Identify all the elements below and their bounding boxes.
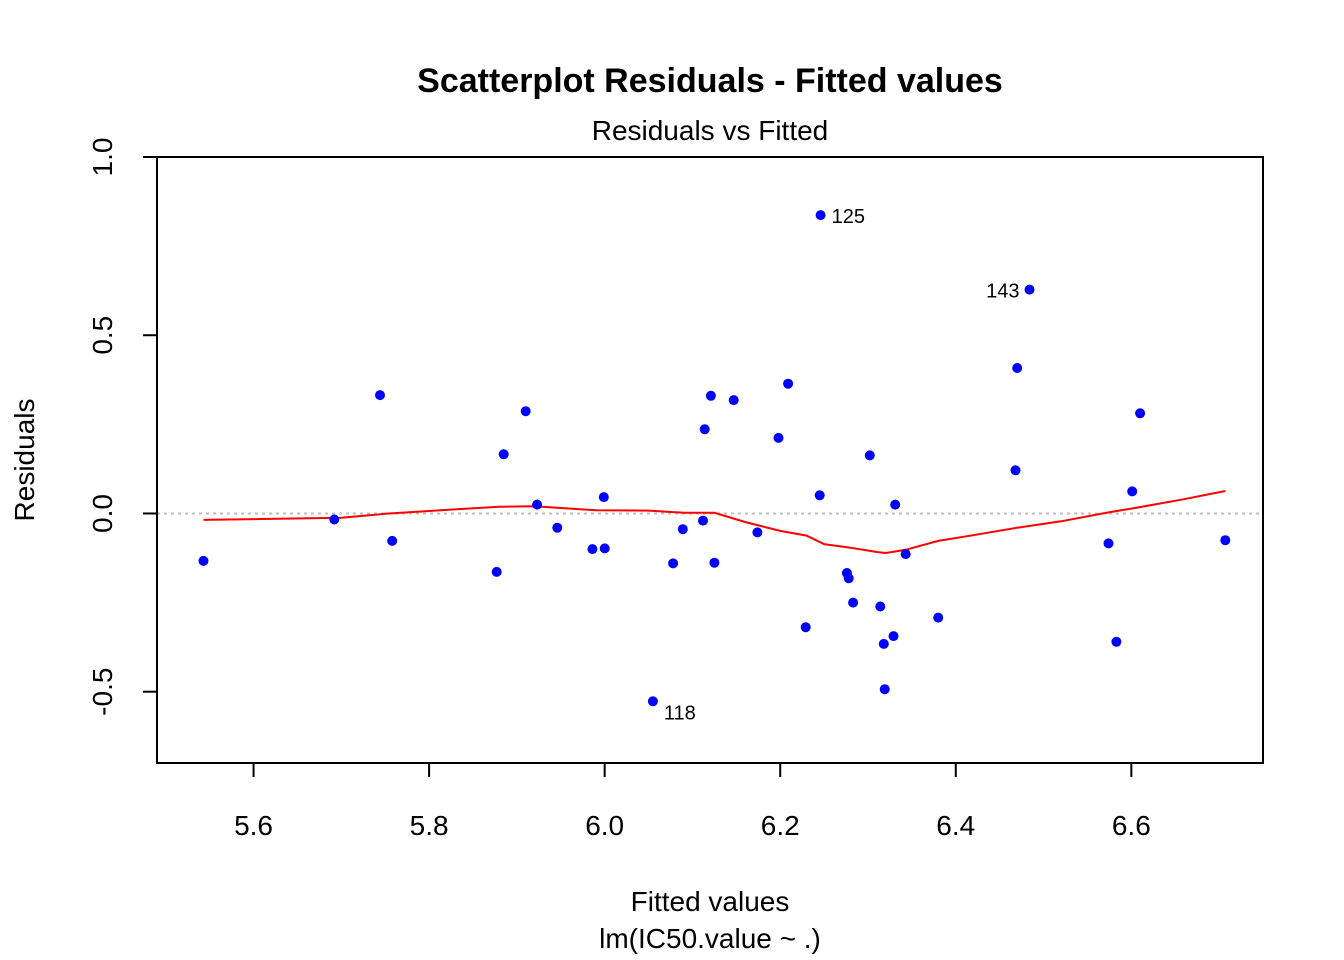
- y-tick-label: 0.0: [87, 494, 118, 533]
- data-point: [375, 390, 385, 401]
- data-point: [329, 514, 340, 525]
- x-tick-label: 5.6: [234, 810, 273, 841]
- data-point: [587, 544, 598, 555]
- data-point: [709, 557, 720, 568]
- data-point: [1103, 538, 1114, 549]
- data-point: [900, 549, 911, 560]
- data-point: [387, 535, 398, 546]
- data-point: [888, 631, 899, 642]
- data-point: [800, 622, 811, 633]
- data-point: [773, 432, 784, 443]
- y-tick-label: 0.5: [87, 316, 118, 355]
- data-point: [1010, 465, 1021, 476]
- data-point: [879, 684, 890, 695]
- data-point: [647, 696, 658, 707]
- data-point: [878, 638, 889, 649]
- data-point: [1012, 363, 1023, 373]
- data-point: [1024, 284, 1035, 295]
- data-point: [752, 527, 763, 538]
- data-point: [848, 597, 859, 608]
- y-axis: -0.5 0.0 0.5 1.0: [87, 138, 158, 716]
- x-axis: 5.6 5.8 6.0 6.2 6.4 6.6: [234, 762, 1151, 841]
- data-point: [677, 524, 688, 535]
- data-point: [864, 450, 875, 461]
- data-point: [1111, 636, 1122, 647]
- smooth-line: [203, 490, 1226, 555]
- x-axis-label: Fitted values: [631, 886, 790, 917]
- x-tick-label: 6.6: [1112, 810, 1151, 841]
- data-point: [843, 573, 854, 584]
- data-point: [933, 612, 944, 623]
- data-point: [1135, 408, 1146, 419]
- data-point: [875, 601, 886, 612]
- point-label: 125: [832, 206, 865, 228]
- data-point: [498, 449, 509, 460]
- data-point: [198, 555, 209, 566]
- data-point: [815, 210, 826, 221]
- data-point: [668, 558, 679, 569]
- y-tick-label: -0.5: [87, 668, 118, 716]
- data-point: [890, 499, 901, 510]
- y-axis-label: Residuals: [9, 399, 40, 522]
- point-label: 118: [664, 702, 696, 724]
- plot-area: 118 125 143: [156, 156, 1264, 764]
- data-point: [532, 499, 543, 510]
- data-point: [698, 515, 708, 526]
- data-point: [520, 406, 531, 417]
- x-axis-model-label: lm(IC50.value ~ .): [599, 923, 821, 954]
- x-tick-label: 5.8: [410, 810, 449, 841]
- data-point: [783, 378, 794, 389]
- chart-title: Scatterplot Residuals - Fitted values: [417, 62, 1003, 100]
- data-point: [1220, 535, 1231, 546]
- data-point: [728, 395, 739, 406]
- data-point: [699, 424, 710, 435]
- chart-subtitle: Residuals vs Fitted: [592, 115, 829, 146]
- x-tick-label: 6.2: [761, 810, 800, 841]
- data-point: [599, 543, 610, 554]
- data-point: [814, 490, 825, 501]
- data-point: [705, 390, 716, 401]
- data-point: [1127, 486, 1138, 497]
- data-point: [491, 566, 502, 577]
- x-tick-label: 6.0: [585, 810, 624, 841]
- plot-frame: [156, 156, 1264, 764]
- y-tick-label: 1.0: [87, 138, 118, 177]
- point-label: 143: [986, 281, 1019, 303]
- data-point: [598, 492, 609, 503]
- x-tick-label: 6.4: [936, 810, 975, 841]
- data-point: [552, 522, 563, 533]
